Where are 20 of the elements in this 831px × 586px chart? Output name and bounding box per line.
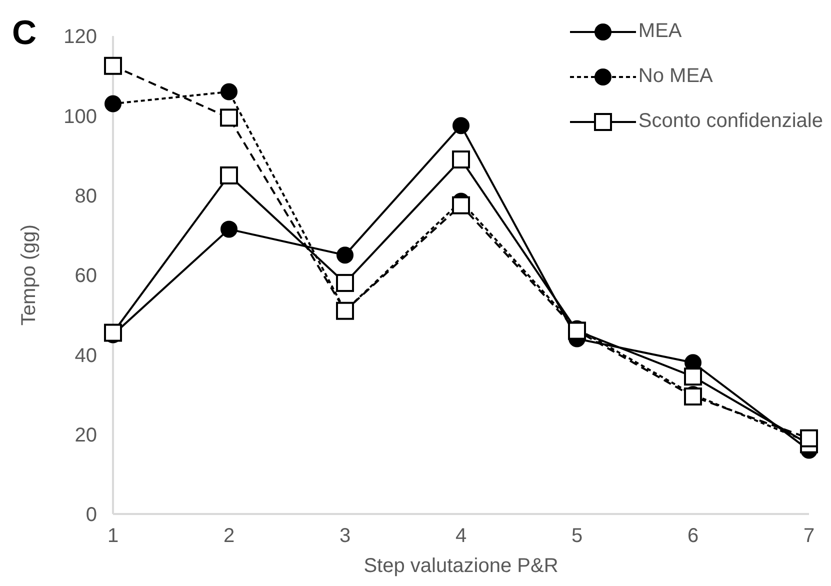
x-tick-label: 4 bbox=[455, 525, 467, 548]
x-tick-label: 6 bbox=[687, 525, 699, 548]
y-tick-label: 80 bbox=[74, 185, 97, 208]
legend-label: No MEA bbox=[638, 65, 713, 88]
text: C bbox=[12, 14, 37, 53]
legend-label: Sconto confidenziale bbox=[638, 110, 823, 133]
x-tick-label: 7 bbox=[803, 525, 815, 548]
y-tick-label: 20 bbox=[74, 424, 97, 446]
y-tick-label: 120 bbox=[64, 26, 97, 48]
x-tick-label: 5 bbox=[571, 525, 583, 548]
x-axis-title: Step valutazione P&R bbox=[364, 555, 558, 577]
y-tick-label: 40 bbox=[74, 344, 97, 367]
y-tick-label: 0 bbox=[86, 504, 97, 526]
x-tick-label: 1 bbox=[107, 525, 119, 548]
legend-label: MEA bbox=[638, 20, 682, 43]
x-tick-label: 2 bbox=[223, 525, 235, 548]
y-tick-label: 60 bbox=[74, 265, 97, 288]
y-tick-label: 100 bbox=[64, 106, 97, 128]
y-axis-title: Tempo (gg) bbox=[18, 224, 40, 326]
x-tick-label: 3 bbox=[339, 525, 351, 548]
